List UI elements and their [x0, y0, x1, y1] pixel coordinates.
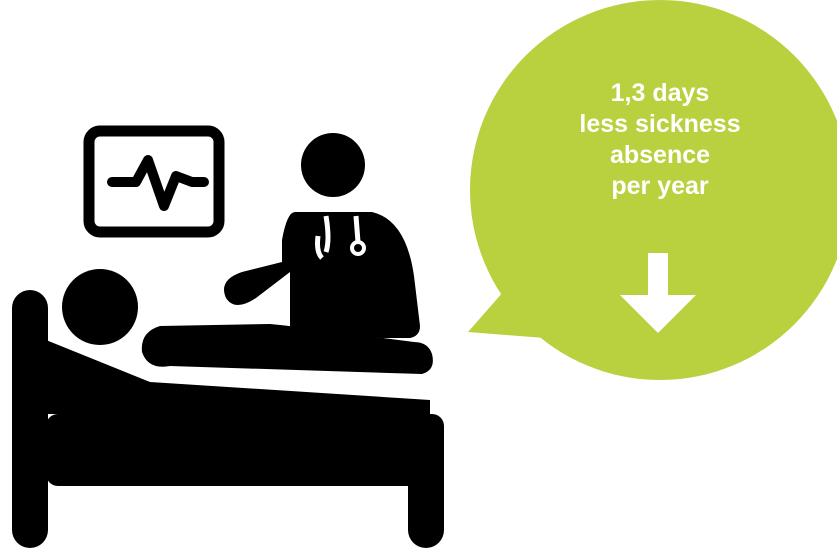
- doctor-with-stethoscope-icon: [224, 133, 420, 338]
- down-arrow-icon: [620, 253, 696, 333]
- heart-monitor-icon: [83, 125, 225, 238]
- callout-text: 1,3 days less sickness absence per year: [540, 78, 780, 202]
- callout-line-2: less sickness: [579, 110, 741, 138]
- callout-line-3: absence: [609, 141, 711, 169]
- callout-line-4: per year: [611, 172, 709, 200]
- callout-line-1: 1,3 days: [610, 79, 710, 107]
- patient-in-bed-icon: [12, 269, 444, 548]
- speech-bubble: [468, 0, 837, 380]
